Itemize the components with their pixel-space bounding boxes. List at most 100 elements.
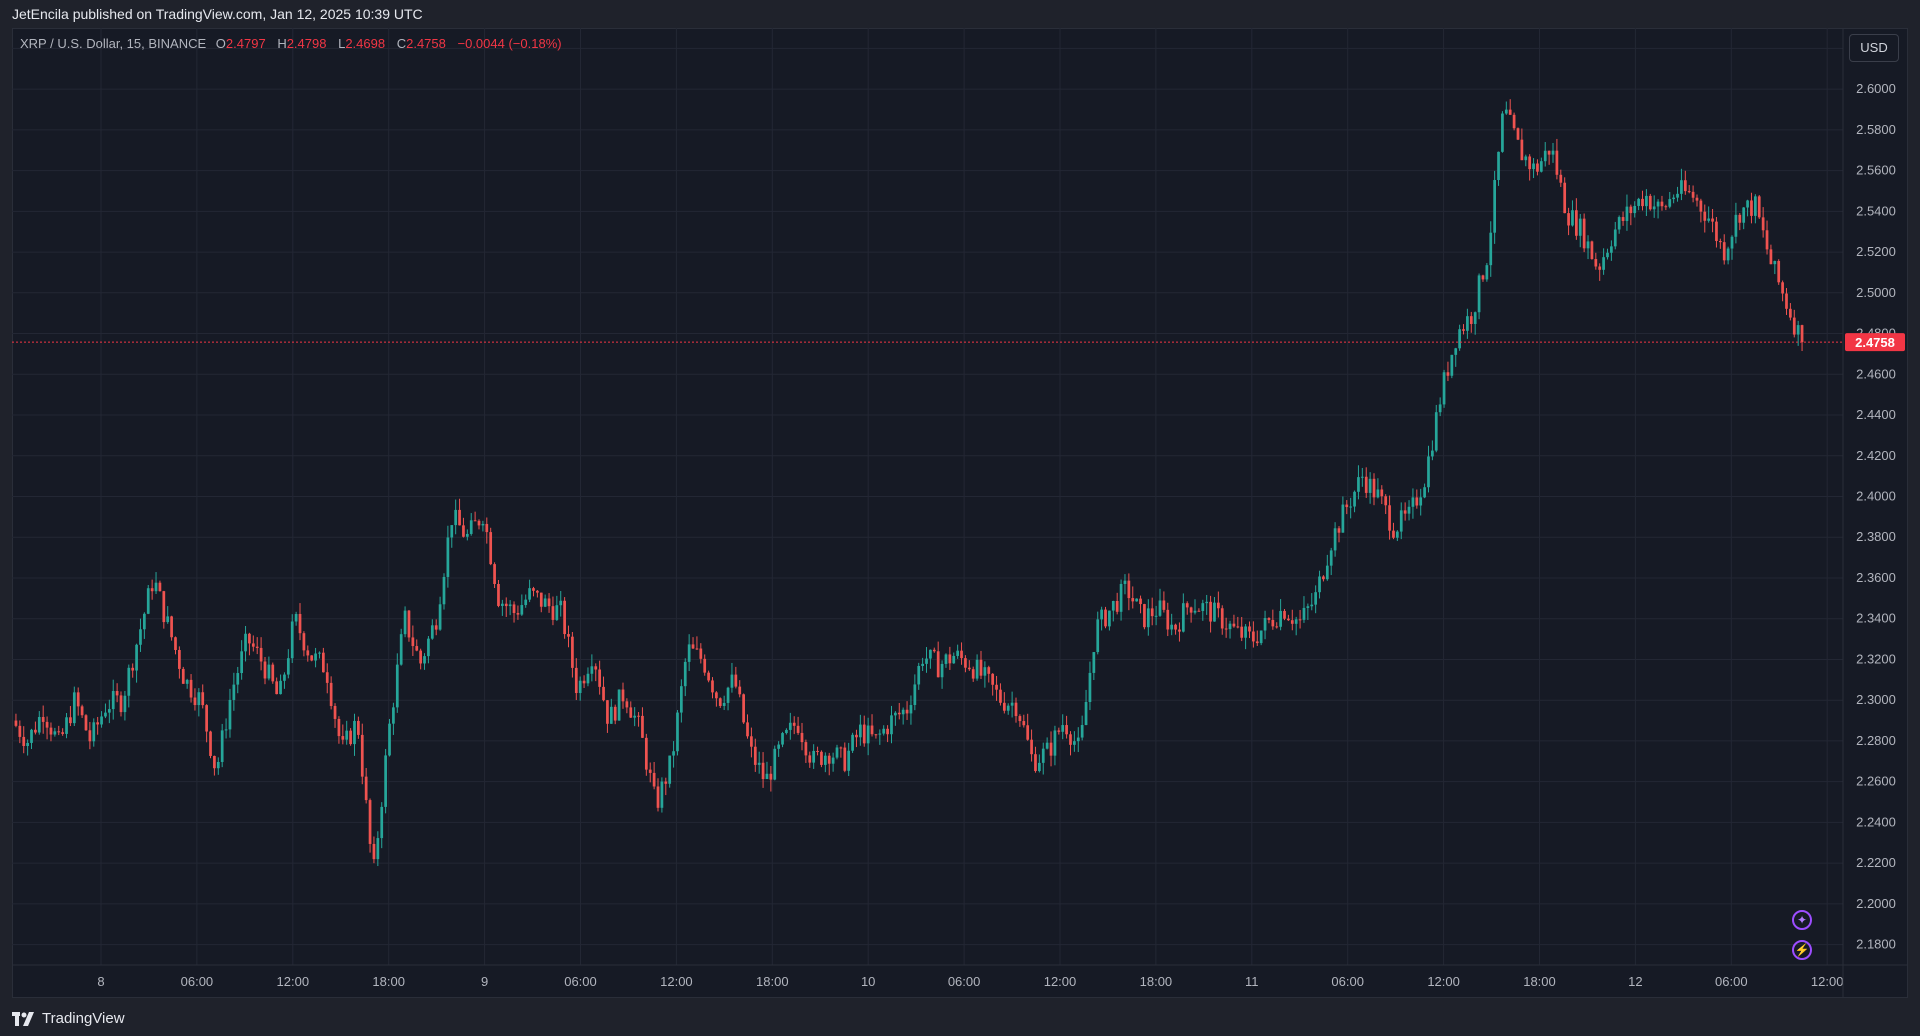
candle[interactable] bbox=[162, 590, 166, 629]
candle[interactable] bbox=[890, 705, 893, 744]
candle[interactable] bbox=[1757, 195, 1761, 219]
candle[interactable] bbox=[1111, 600, 1115, 622]
candle[interactable] bbox=[209, 730, 212, 759]
candle[interactable] bbox=[357, 716, 360, 739]
candle[interactable] bbox=[1026, 713, 1030, 741]
candle[interactable] bbox=[1606, 248, 1609, 260]
candle[interactable] bbox=[843, 742, 847, 773]
candle[interactable] bbox=[578, 676, 582, 701]
candle[interactable] bbox=[917, 662, 921, 690]
candle[interactable] bbox=[100, 711, 103, 728]
candle[interactable] bbox=[1423, 483, 1426, 499]
candle[interactable] bbox=[991, 673, 995, 696]
candle[interactable] bbox=[1310, 593, 1314, 611]
candle[interactable] bbox=[1232, 614, 1236, 628]
currency-button[interactable]: USD bbox=[1849, 34, 1899, 62]
candle[interactable] bbox=[1041, 742, 1045, 775]
candle[interactable] bbox=[500, 599, 504, 616]
candle[interactable] bbox=[683, 658, 687, 697]
candle[interactable] bbox=[1252, 621, 1255, 648]
candle[interactable] bbox=[360, 723, 364, 785]
candle[interactable] bbox=[1501, 111, 1504, 153]
candle[interactable] bbox=[1325, 554, 1329, 581]
candle[interactable] bbox=[1571, 200, 1574, 227]
candle[interactable] bbox=[1699, 198, 1703, 223]
candle[interactable] bbox=[1357, 465, 1360, 500]
candle[interactable] bbox=[1368, 472, 1372, 504]
candle[interactable] bbox=[1139, 595, 1142, 614]
candle[interactable] bbox=[104, 703, 107, 719]
candle[interactable] bbox=[1306, 603, 1310, 620]
candle[interactable] bbox=[750, 727, 753, 758]
candle[interactable] bbox=[1380, 485, 1384, 505]
candle[interactable] bbox=[1193, 599, 1197, 615]
candle[interactable] bbox=[1010, 691, 1014, 718]
candle[interactable] bbox=[310, 655, 314, 662]
candle[interactable] bbox=[1656, 199, 1660, 219]
candle[interactable] bbox=[1259, 630, 1263, 646]
candle[interactable] bbox=[1528, 154, 1532, 181]
candle[interactable] bbox=[80, 704, 84, 718]
candle[interactable] bbox=[1236, 616, 1240, 629]
candle[interactable] bbox=[1434, 404, 1438, 453]
candle[interactable] bbox=[1695, 194, 1699, 207]
candle[interactable] bbox=[139, 618, 142, 652]
candle[interactable] bbox=[528, 579, 531, 603]
candle[interactable] bbox=[407, 609, 411, 642]
candle[interactable] bbox=[178, 646, 181, 679]
candle[interactable] bbox=[1493, 170, 1497, 244]
candle[interactable] bbox=[574, 658, 578, 701]
candle[interactable] bbox=[1753, 194, 1757, 224]
candle[interactable] bbox=[746, 714, 749, 739]
candle[interactable] bbox=[625, 698, 629, 714]
candle[interactable] bbox=[1442, 369, 1446, 408]
candle[interactable] bbox=[1621, 211, 1625, 226]
candle[interactable] bbox=[1625, 194, 1629, 231]
candle[interactable] bbox=[1185, 601, 1189, 615]
candle[interactable] bbox=[936, 641, 940, 678]
candle[interactable] bbox=[742, 693, 745, 724]
candle[interactable] bbox=[1006, 703, 1010, 715]
candle[interactable] bbox=[707, 670, 710, 683]
candle[interactable] bbox=[1781, 280, 1784, 302]
candle[interactable] bbox=[205, 704, 208, 743]
candle[interactable] bbox=[1407, 500, 1411, 521]
candle[interactable] bbox=[1711, 208, 1714, 233]
candle[interactable] bbox=[995, 675, 998, 701]
candle[interactable] bbox=[1419, 488, 1423, 516]
candle[interactable] bbox=[508, 600, 512, 616]
candle[interactable] bbox=[115, 683, 119, 703]
candle[interactable] bbox=[1676, 186, 1679, 202]
candle[interactable] bbox=[1508, 99, 1512, 115]
candle[interactable] bbox=[668, 755, 672, 788]
candle[interactable] bbox=[423, 653, 426, 670]
candle[interactable] bbox=[294, 611, 298, 626]
candle[interactable] bbox=[788, 712, 792, 740]
candle[interactable] bbox=[1037, 754, 1041, 773]
candle[interactable] bbox=[571, 631, 574, 678]
candle[interactable] bbox=[1224, 617, 1228, 638]
candle[interactable] bbox=[1022, 714, 1026, 728]
candle[interactable] bbox=[193, 688, 197, 711]
candle[interactable] bbox=[37, 711, 41, 735]
candle[interactable] bbox=[1123, 574, 1127, 595]
candle[interactable] bbox=[454, 499, 458, 535]
candle[interactable] bbox=[816, 746, 819, 756]
candle[interactable] bbox=[1174, 623, 1177, 635]
candle[interactable] bbox=[769, 765, 773, 792]
candle[interactable] bbox=[1166, 602, 1170, 637]
tradingview-logo[interactable]: TradingView bbox=[12, 1010, 125, 1027]
candle[interactable] bbox=[520, 594, 524, 616]
candle[interactable] bbox=[590, 654, 594, 682]
candle[interactable] bbox=[388, 718, 391, 757]
candle[interactable] bbox=[983, 661, 987, 688]
candle[interactable] bbox=[349, 728, 352, 746]
candle[interactable] bbox=[1115, 592, 1119, 615]
plus-circle-icon[interactable]: ✦ bbox=[1792, 910, 1812, 930]
candle[interactable] bbox=[1652, 195, 1656, 218]
candle[interactable] bbox=[1707, 206, 1711, 223]
candle[interactable] bbox=[69, 705, 72, 727]
candle[interactable] bbox=[687, 634, 691, 672]
candle[interactable] bbox=[1672, 194, 1676, 204]
candle[interactable] bbox=[1504, 101, 1508, 115]
